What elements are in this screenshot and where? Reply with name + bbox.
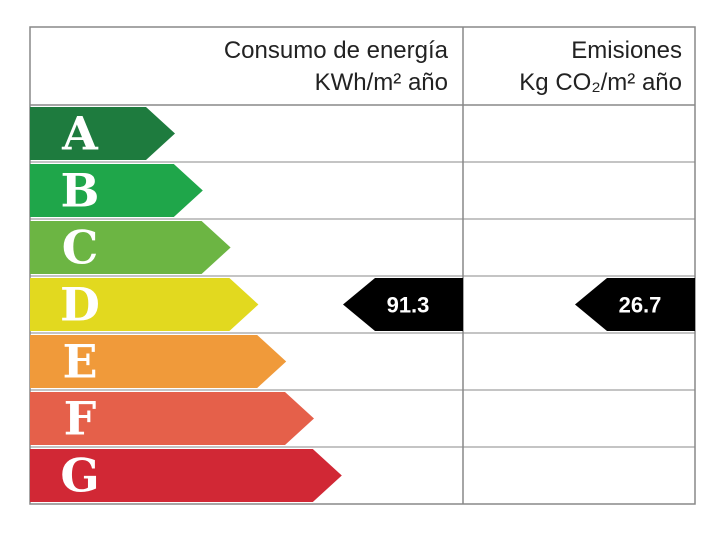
grade-arrow [30, 164, 203, 217]
emissions-unit: Kg CO₂/m² año [519, 69, 682, 96]
grade-letter: C [62, 221, 99, 275]
grade-arrow [30, 335, 287, 388]
grade-arrow [30, 107, 175, 160]
grade-letter: F [64, 392, 97, 446]
grade-letter: E [62, 335, 97, 389]
grade-arrow [30, 449, 342, 502]
emissions-value: 26.7 [619, 293, 662, 318]
energy-indicator [343, 278, 463, 331]
grade-arrow [30, 278, 259, 331]
energy-unit: KWh/m² año [315, 69, 448, 96]
grade-letter: D [60, 278, 100, 332]
emissions-indicator [575, 278, 695, 331]
grade-letter: B [61, 164, 100, 218]
grade-arrow [30, 221, 231, 274]
grade-arrow [30, 392, 314, 445]
energy-value: 91.3 [387, 293, 430, 318]
grade-letter: G [60, 449, 99, 503]
grade-letter: A [61, 107, 99, 161]
emissions-title: Emisiones [571, 37, 682, 64]
energy-title: Consumo de energía [224, 37, 449, 64]
